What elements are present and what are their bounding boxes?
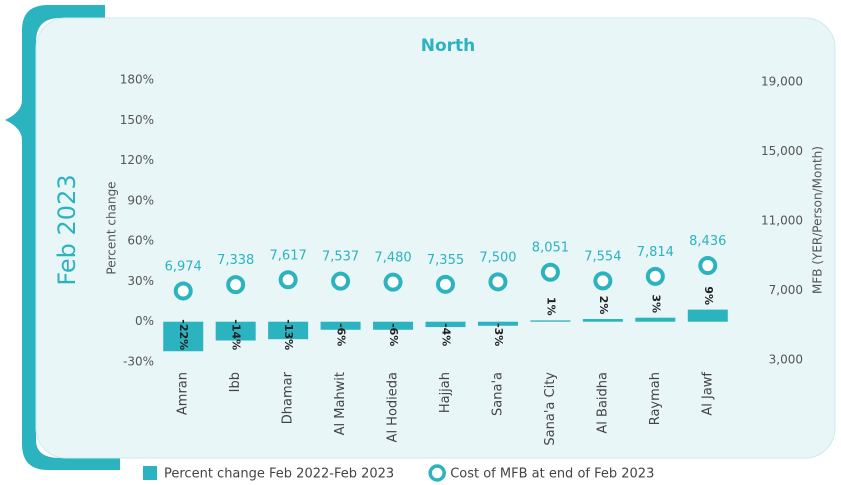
y-tick-label: 0% [135,314,154,328]
y-axis-label: Percent change [105,181,119,274]
bar-value-label: 9% [702,286,715,305]
marker-value-label: 7,814 [637,245,674,260]
y-tick-label: 30% [127,274,154,288]
bar-value-label: -22% [177,319,190,350]
bar-value-label: -6% [387,323,400,346]
bar [320,321,361,330]
marker-value-label: 7,537 [322,250,359,265]
bar-value-label: -13% [282,319,295,350]
marker-value-label: 7,338 [217,253,254,268]
y2-tick-label: 19,000 [761,75,803,89]
marker [698,256,718,276]
marker [540,262,560,282]
panel [35,17,836,459]
bar [215,321,256,341]
bar-value-label: 1% [544,297,557,316]
y2-axis-label: MFB (YER/Person/Month) [811,146,825,294]
marker-value-label: 7,617 [270,248,307,263]
y-tick-label: 180% [120,73,154,87]
bar [268,321,309,340]
x-tick-label: Al Mahwit [333,372,348,435]
y2-tick-label: 11,000 [761,214,803,228]
y-tick-label: 120% [120,153,154,167]
y-tick-label: 150% [120,113,154,127]
bar [425,321,466,328]
x-tick-label: Sana'a [490,372,505,416]
marker [173,281,193,301]
bar-value-label: -3% [492,323,505,346]
x-tick-label: Al Hodieda [386,372,401,442]
legend-swatch [143,466,157,480]
x-tick-label: Ibb [228,372,243,392]
bar-value-label: -4% [440,323,453,346]
marker-value-label: 7,355 [427,253,464,268]
marker [226,275,246,295]
marker [593,271,613,291]
bar-value-label: -6% [335,323,348,346]
marker-value-label: 7,554 [584,249,621,264]
y2-tick-label: 7,000 [769,283,803,297]
bar [163,321,204,352]
legend-label: Cost of MFB at end of Feb 2023 [450,467,654,482]
x-tick-label: Al Jawf [700,372,715,416]
marker-value-label: 7,480 [374,251,411,266]
y-tick-label: 90% [127,193,154,207]
bar-value-label: 2% [597,296,610,315]
marker [436,274,455,294]
marker [488,272,508,292]
frame-bracket [5,5,120,470]
marker [645,266,665,286]
marker-value-label: 8,436 [689,234,726,249]
marker-value-label: 6,974 [165,259,202,274]
legend-label: Percent change Feb 2022-Feb 2023 [164,467,394,482]
legend-swatch [428,464,446,482]
side-label: Feb 2023 [53,174,81,285]
bar [582,319,623,322]
marker [278,270,298,290]
y2-tick-label: 15,000 [761,144,803,158]
x-tick-label: Al Baidha [595,372,610,434]
marker [331,271,351,291]
bar-value-label: -14% [230,319,243,350]
x-tick-label: Hajjah [438,372,453,413]
marker [383,272,403,292]
bar [373,321,414,330]
chart-title: North [421,36,476,56]
y-tick-label: -30% [123,355,154,369]
bar [530,320,571,322]
x-tick-label: Dhamar [281,371,296,424]
y2-tick-label: 3,000 [769,353,803,367]
bar [635,317,676,322]
bar-value-label: 3% [649,294,662,313]
marker-value-label: 8,051 [532,241,569,256]
x-tick-label: Amran [176,372,191,415]
y-tick-label: 60% [127,234,154,248]
marker-value-label: 7,500 [479,250,516,265]
x-tick-label: Raymah [648,372,663,425]
x-tick-label: Sana'a City [543,372,558,446]
bar [687,309,728,322]
bar [477,321,518,326]
